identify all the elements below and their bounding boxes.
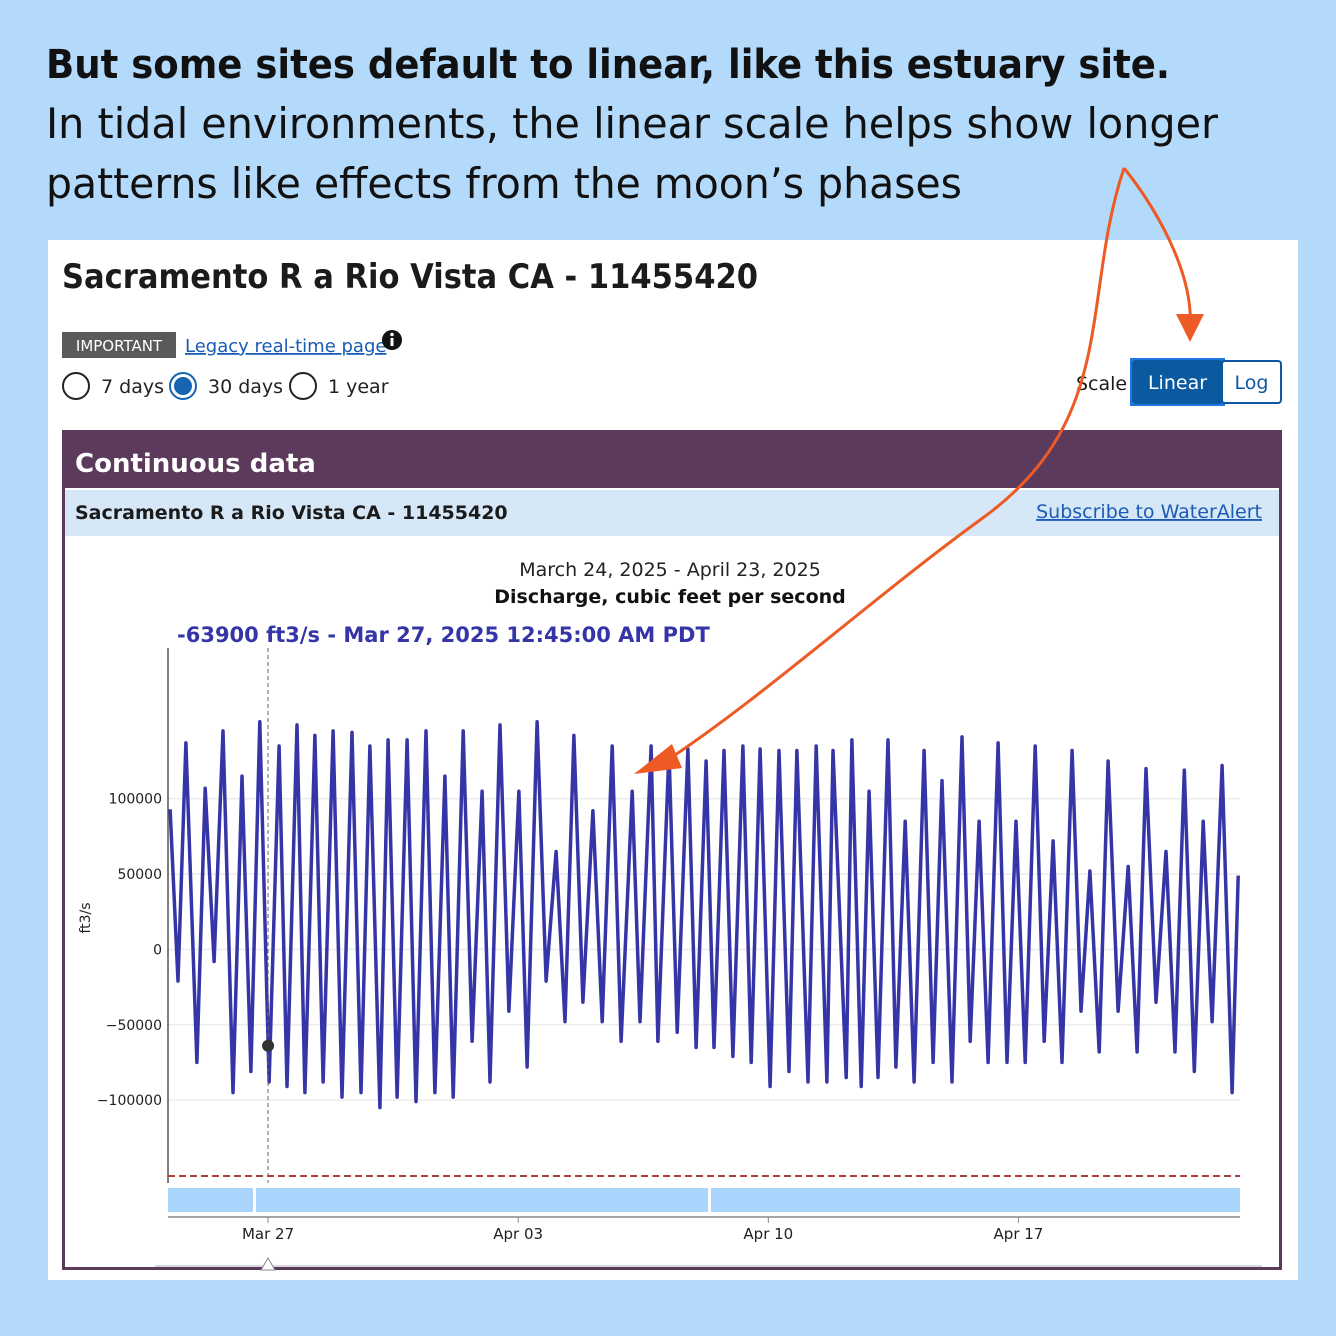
arrow-line [659, 167, 1126, 767]
y-tick-label: 50000 [117, 867, 162, 883]
y-tick-label: −50000 [106, 1018, 162, 1034]
radio-label: 1 year [328, 376, 389, 398]
x-tick-label: Apr 17 [994, 1225, 1044, 1243]
x-tick-label: Mar 27 [242, 1225, 294, 1243]
arrow-head [634, 744, 682, 774]
info-stem [390, 338, 394, 346]
brush-bar[interactable] [168, 1188, 1240, 1212]
chart-title: March 24, 2025 - April 23, 2025 [519, 559, 821, 581]
subtitle-line: patterns like effects from the moon’s ph… [46, 159, 962, 208]
panel-subheader [65, 490, 1279, 536]
info-dot [390, 332, 394, 337]
period-radios: 7 days 30 days 1 year [62, 372, 389, 400]
y-tick-label: 100000 [109, 792, 162, 808]
hover-point [262, 1039, 275, 1052]
y-tick-label: 0 [153, 942, 162, 958]
plot: −100000 −50000 0 50000 100000 Mar 27 Apr 03 Apr… [97, 648, 1240, 1243]
chart-subtitle: Discharge, cubic feet per second [494, 586, 846, 608]
subtitle-line: In tidal environments, the linear scale … [46, 99, 1219, 148]
tooltip-text: -63900 ft3/s - Mar 27, 2025 12:45:00 AM … [177, 623, 710, 647]
scale-button[interactable] [1221, 360, 1282, 404]
panel-header [62, 430, 1282, 488]
info-icon[interactable] [382, 330, 402, 350]
radio-label: 7 days [101, 376, 164, 398]
callout-arrow [634, 167, 1204, 774]
y-tick-label: −100000 [97, 1093, 162, 1109]
panel-title: Continuous data [75, 449, 316, 479]
x-tick-label: Apr 03 [493, 1225, 543, 1243]
radio-label: 30 days [208, 376, 283, 398]
brush-gap [708, 1188, 711, 1212]
x-tick-label: Apr 10 [743, 1225, 793, 1243]
slider-handle[interactable] [260, 1257, 276, 1271]
legacy-link[interactable]: Legacy real-time page [185, 336, 386, 357]
site-title: Sacramento R a Rio Vista CA - 11455420 [62, 257, 758, 297]
arrow-line [1122, 167, 1192, 331]
radio-dot [174, 377, 192, 395]
arrow-head [1176, 314, 1204, 342]
scale-label: Scale [1076, 373, 1127, 395]
subscribe-link[interactable]: Subscribe to WaterAlert [1036, 501, 1262, 523]
panel-site-name: Sacramento R a Rio Vista CA - 11455420 [75, 502, 508, 524]
radio[interactable] [62, 372, 90, 400]
headline: But some sites default to linear, like t… [46, 42, 1170, 88]
data-line [168, 720, 1240, 1110]
brush-gap [253, 1188, 256, 1212]
scale-button-label: Log [1235, 372, 1269, 394]
y-axis-label: ft3/s [78, 902, 94, 933]
badge [62, 332, 176, 358]
scale-toggle: Linear Log [1130, 358, 1282, 406]
radio[interactable] [289, 372, 317, 400]
scale-button-label: Linear [1148, 372, 1207, 394]
badge-text: IMPORTANT [76, 337, 163, 355]
